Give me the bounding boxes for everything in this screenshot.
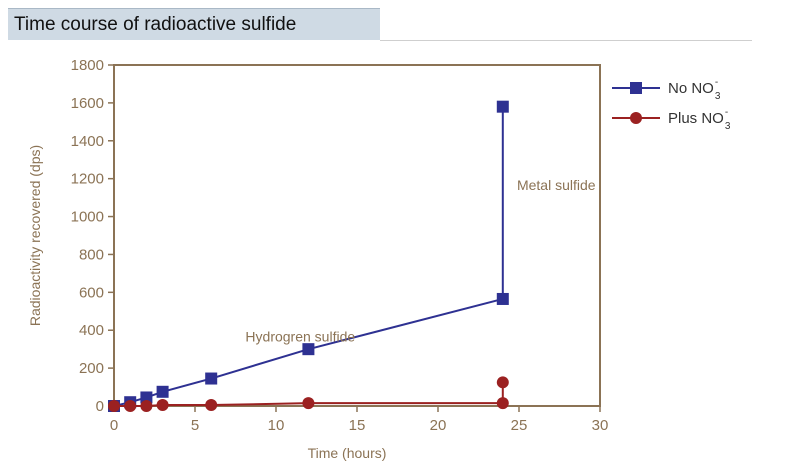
data-point <box>302 343 315 356</box>
chart-axes <box>113 64 601 407</box>
data-point <box>156 399 169 412</box>
data-point <box>496 100 509 113</box>
x-tick-label: 30 <box>592 417 609 434</box>
legend-label: Plus NO <box>668 110 724 127</box>
data-point <box>302 397 315 410</box>
x-axis-title: Time (hours) <box>308 445 387 461</box>
legend-subscript: 3 <box>725 121 731 132</box>
y-tick-label: 600 <box>79 284 104 301</box>
data-point <box>205 399 218 412</box>
x-tick-label: 20 <box>430 417 447 434</box>
annotation-label: Hydrogren sulfide <box>245 329 355 345</box>
title-bar: Time course of radioactive sulfide <box>8 8 380 40</box>
x-tick-label: 15 <box>349 417 366 434</box>
x-tick-label: 10 <box>268 417 285 434</box>
series-0 <box>108 100 509 412</box>
data-point <box>156 385 169 398</box>
data-point <box>124 400 137 412</box>
y-axis-title: Radioactivity recovered (dps) <box>27 145 43 326</box>
x-tick-label: 25 <box>511 417 528 434</box>
legend-item: Plus NO - 3 <box>612 107 731 132</box>
legend-item: No NO - 3 <box>612 77 721 102</box>
y-tick-label: 1400 <box>71 133 104 150</box>
x-tick-label: 5 <box>191 417 199 434</box>
title-divider <box>380 40 752 41</box>
chart-annotations: Hydrogren sulfide Metal sulfide <box>245 177 595 345</box>
plot-frame <box>113 64 601 407</box>
y-tick-label: 1800 <box>71 57 104 74</box>
chart-ticks: 0 200 400 600 800 1000 1200 1400 1600 1800 0 5 10 15 2… <box>71 57 609 434</box>
data-point <box>205 372 218 385</box>
legend-marker <box>630 112 642 124</box>
annotation-label: Metal sulfide <box>517 177 596 193</box>
series-1 <box>108 376 509 412</box>
data-point <box>140 400 153 412</box>
legend-superscript: - <box>725 107 728 118</box>
y-tick-label: 800 <box>79 246 104 263</box>
legend-superscript: - <box>715 77 718 88</box>
y-tick-label: 0 <box>96 398 104 415</box>
legend-marker <box>630 82 642 94</box>
x-tick-label: 0 <box>110 417 118 434</box>
legend-label: No NO <box>668 80 714 97</box>
data-point <box>140 391 153 404</box>
data-point <box>496 397 509 410</box>
y-tick-label: 400 <box>79 322 104 339</box>
data-point <box>108 400 120 412</box>
y-tick-label: 1600 <box>71 95 104 112</box>
y-tick-label: 200 <box>79 360 104 377</box>
y-tick-label: 1000 <box>71 209 104 226</box>
data-point <box>496 376 509 389</box>
page-title: Time course of radioactive sulfide <box>14 14 297 35</box>
legend-subscript: 3 <box>715 91 721 102</box>
y-tick-label: 1200 <box>71 171 104 188</box>
chart-series <box>108 100 509 412</box>
data-point <box>496 292 509 305</box>
